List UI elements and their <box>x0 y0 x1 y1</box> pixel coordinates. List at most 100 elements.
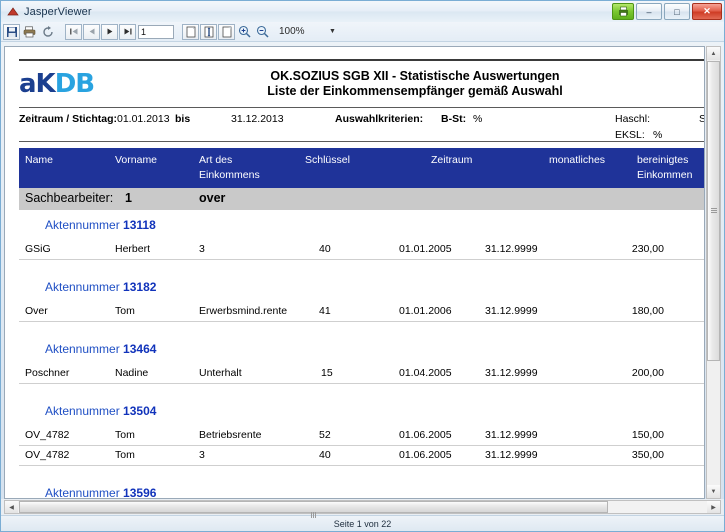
report-viewer: aKDB OK.SOZIUS SGB XII - Statistische Au… <box>1 42 724 499</box>
vertical-scrollbar[interactable]: ▲ ▼ <box>706 46 721 499</box>
report-page: aKDB OK.SOZIUS SGB XII - Statistische Au… <box>4 46 705 499</box>
cell-art: 3 <box>199 243 205 255</box>
auswahl-label: Auswahlkriterien: <box>335 113 424 125</box>
cell-schluessel: 40 <box>319 449 331 461</box>
fit-height-icon[interactable] <box>200 23 217 40</box>
scroll-grip-icon <box>310 505 317 518</box>
akte-heading-text: Aktennummer 13118 <box>45 218 156 232</box>
logo-dark-part: aK <box>19 69 56 99</box>
cell-bereinigt: 230,00 <box>691 243 704 255</box>
group-header-sachbearbeiter: Sachbearbeiter: 1 over <box>19 188 704 210</box>
cell-name: Poschner <box>25 367 70 379</box>
col-monatliches: monatliches <box>549 154 606 166</box>
col-name: Name <box>25 154 54 166</box>
akte-number: 13504 <box>123 404 157 418</box>
cell-von: 01.06.2005 <box>399 449 452 461</box>
report-criteria: Zeitraum / Stichtag: 01.01.2013 bis 31.1… <box>5 108 704 141</box>
report-page-content: aKDB OK.SOZIUS SGB XII - Statistische Au… <box>5 47 704 499</box>
block-gap <box>19 322 704 334</box>
cell-monatlich: 200,00 <box>631 367 664 379</box>
horizontal-scrollbar[interactable]: ◀ ▶ <box>4 500 721 518</box>
group-value: 1 <box>125 191 132 205</box>
save-icon[interactable] <box>3 23 20 40</box>
report-title-block: OK.SOZIUS SGB XII - Statistische Auswert… <box>119 69 704 99</box>
page-number-input[interactable]: 1 <box>138 24 174 39</box>
next-page-button[interactable] <box>101 23 118 40</box>
close-button[interactable]: ✕ <box>692 3 722 20</box>
print-icon[interactable] <box>21 24 38 40</box>
print-preview-icon[interactable] <box>612 3 634 20</box>
cell-monatlich: 350,00 <box>631 449 664 461</box>
haschl-label: Haschl: <box>615 113 651 125</box>
fit-page-icon[interactable] <box>182 23 199 40</box>
jasper-triangle-icon <box>6 5 20 19</box>
akte-number: 13464 <box>123 342 157 356</box>
zoom-combo[interactable]: 100% ▼ <box>276 26 336 37</box>
page-status-text: Seite 1 von 22 <box>333 518 392 529</box>
zoom-out-icon[interactable] <box>254 24 271 40</box>
table-row[interactable]: Poschner Nadine Unterhalt 15 01.04.2005 … <box>19 364 704 384</box>
header-rule-mid <box>19 107 704 108</box>
scroll-right-button[interactable]: ▶ <box>707 501 720 513</box>
cell-bereinigt: 150,00 <box>691 429 704 441</box>
cell-von: 01.01.2005 <box>399 243 452 255</box>
cell-vorname: Herbert <box>115 243 151 255</box>
col-art-line1: Art des <box>199 154 233 166</box>
report-header: aKDB OK.SOZIUS SGB XII - Statistische Au… <box>5 61 704 107</box>
eksl-value: % <box>653 129 663 141</box>
akte-number: 13596 <box>123 486 157 499</box>
akte-heading: Aktennummer 13118 <box>19 210 704 240</box>
vertical-scroll-thumb[interactable] <box>707 61 720 361</box>
cell-vorname: Tom <box>115 449 135 461</box>
fit-width-icon[interactable] <box>218 23 235 40</box>
cell-monatlich: 180,00 <box>631 305 664 317</box>
cell-bis: 31.12.9999 <box>485 367 538 379</box>
cell-von: 01.01.2006 <box>399 305 452 317</box>
scroll-up-button[interactable]: ▲ <box>707 47 720 60</box>
status-bar: Seite 1 von 22 <box>1 515 724 531</box>
zeitraum-to: 31.12.2013 <box>231 113 284 125</box>
cell-schluessel: 40 <box>319 243 331 255</box>
akte-heading-text: Aktennummer 13504 <box>45 404 156 418</box>
horizontal-scroll-thumb[interactable] <box>19 501 608 518</box>
table-row[interactable]: OV_4782 Tom Betriebsrente 52 01.06.2005 … <box>19 426 704 446</box>
scroll-left-button[interactable]: ◀ <box>5 501 18 513</box>
akte-label: Aktennummer <box>45 342 120 356</box>
cell-bis: 31.12.9999 <box>485 243 538 255</box>
viewer-toolbar: 1 <box>1 22 724 42</box>
akte-heading: Aktennummer 13504 <box>19 396 704 426</box>
last-page-button[interactable] <box>119 23 136 40</box>
header-rule-top <box>19 59 704 61</box>
cell-name: OV_4782 <box>25 429 70 441</box>
akte-heading-text: Aktennummer 13182 <box>45 280 156 294</box>
cell-bis: 31.12.9999 <box>485 305 538 317</box>
minimize-button[interactable]: – <box>636 3 662 20</box>
reload-icon[interactable] <box>39 24 56 40</box>
maximize-button[interactable]: □ <box>664 3 690 20</box>
table-row[interactable]: Over Tom Erwerbsmind.rente 41 01.01.2006… <box>19 302 704 322</box>
col-bereinigtes-line2: Einkommen <box>637 169 693 181</box>
zoom-level-value: 100% <box>279 26 305 37</box>
window-controls: – □ ✕ <box>612 3 722 20</box>
haschl-value: SA <box>699 113 704 125</box>
akte-number: 13182 <box>123 280 157 294</box>
title-bar: JasperViewer – □ ✕ <box>1 1 724 22</box>
scroll-down-button[interactable]: ▼ <box>707 485 720 498</box>
prev-page-button[interactable] <box>83 23 100 40</box>
group-label: Sachbearbeiter: <box>25 191 114 205</box>
akte-heading-text: Aktennummer 13464 <box>45 342 156 356</box>
scroll-grip-icon <box>711 208 717 214</box>
table-header-row: Name Vorname Art des Einkommens Schlüsse… <box>19 148 704 188</box>
akte-heading-text: Aktennummer 13596 <box>45 486 157 499</box>
table-row[interactable]: OV_4782 Tom 3 40 01.06.2005 31.12.9999 3… <box>19 446 704 466</box>
zoom-in-icon[interactable] <box>236 24 253 40</box>
chevron-down-icon[interactable]: ▼ <box>329 28 336 35</box>
col-bereinigtes-line1: bereinigtes <box>637 154 689 166</box>
cell-art: Betriebsrente <box>199 429 262 441</box>
table-row[interactable]: GSiG Herbert 3 40 01.01.2005 31.12.9999 … <box>19 240 704 260</box>
cell-vorname: Tom <box>115 305 135 317</box>
cell-monatlich: 230,00 <box>631 243 664 255</box>
first-page-button[interactable] <box>65 23 82 40</box>
report-title-line1: OK.SOZIUS SGB XII - Statistische Auswert… <box>270 69 560 83</box>
cell-vorname: Nadine <box>115 367 149 379</box>
